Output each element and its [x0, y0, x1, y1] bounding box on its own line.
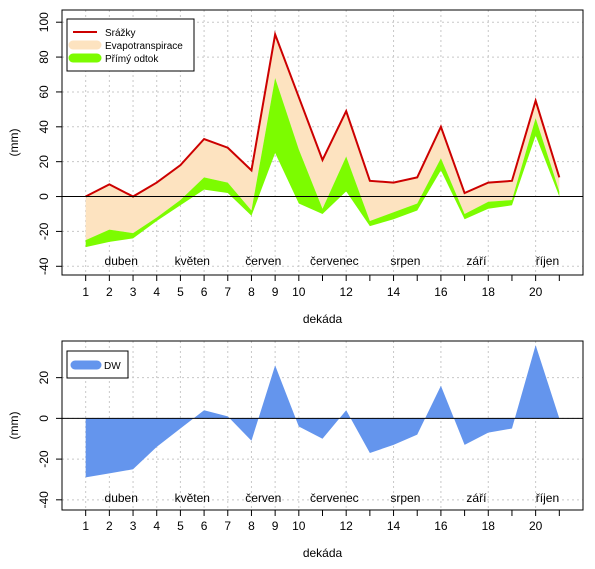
y-tick-label: 40: [37, 120, 51, 134]
legend-label: Přímý odtok: [105, 54, 159, 65]
x-tick-label: 9: [272, 285, 279, 299]
month-label: říjen: [536, 491, 559, 505]
month-label: červen: [245, 254, 281, 268]
x-tick-label: 10: [292, 285, 306, 299]
x-tick-label: 2: [106, 285, 113, 299]
month-label: červen: [245, 491, 281, 505]
x-tick-label: 20: [529, 519, 543, 533]
x-tick-label: 5: [177, 519, 184, 533]
month-label: srpen: [390, 254, 420, 268]
line-sr-ky: [85, 30, 561, 198]
y-tick-label: 0: [37, 193, 51, 200]
x-tick-label: 12: [340, 519, 354, 533]
x-tick-label: 14: [387, 519, 401, 533]
month-label: říjen: [536, 254, 559, 268]
x-tick-label: 7: [224, 519, 231, 533]
y-tick-label: 60: [37, 85, 51, 99]
y-axis-label: (mm): [7, 412, 21, 440]
legend: DW: [66, 350, 129, 379]
legend-label: Srážky: [105, 28, 136, 39]
y-tick-label: 20: [37, 155, 51, 169]
y-tick-label: 0: [37, 415, 51, 422]
x-tick-label: 3: [130, 285, 137, 299]
band-evapotranspirace: [85, 34, 560, 241]
month-label: duben: [105, 254, 138, 268]
x-tick-label: 18: [482, 285, 496, 299]
month-label: duben: [105, 491, 138, 505]
x-tick-label: 10: [292, 519, 306, 533]
x-tick-label: 14: [387, 285, 401, 299]
y-tick-label: -20: [37, 222, 51, 240]
x-tick-label: 7: [224, 285, 231, 299]
x-tick-label: 1: [82, 519, 89, 533]
legend-label: DW: [104, 361, 121, 372]
legend: Srážky Evapotranspirace Přímý odtok: [66, 18, 195, 72]
area-dw: [85, 345, 560, 478]
y-tick-label: 80: [37, 50, 51, 64]
month-label: květen: [175, 254, 210, 268]
x-tick-label: 8: [248, 285, 255, 299]
x-tick-label: 12: [340, 285, 354, 299]
month-label: srpen: [390, 491, 420, 505]
x-tick-label: 1: [82, 285, 89, 299]
month-label: květen: [175, 491, 210, 505]
y-tick-label: 20: [37, 371, 51, 385]
x-tick-label: 6: [201, 519, 208, 533]
legend-label: Evapotranspirace: [105, 41, 183, 52]
x-tick-label: 9: [272, 519, 279, 533]
month-label: červenec: [310, 491, 359, 505]
x-tick-label: 5: [177, 285, 184, 299]
x-tick-label: 3: [130, 519, 137, 533]
month-label: září: [466, 491, 487, 505]
x-tick-label: 16: [434, 519, 448, 533]
chart-panel-2: duben květen červen červenec srpen září říjen 1…: [7, 340, 584, 560]
x-tick-label: 8: [248, 519, 255, 533]
y-tick-label: -40: [37, 491, 51, 509]
band-p-m-odtok: [85, 77, 560, 248]
y-tick-label: -40: [37, 257, 51, 275]
x-tick-label: 6: [201, 285, 208, 299]
x-tick-label: 4: [153, 519, 160, 533]
x-axis-label: dekáda: [303, 546, 343, 560]
y-tick-label: -20: [37, 450, 51, 468]
month-label: červenec: [310, 254, 359, 268]
y-tick-label: 100: [37, 12, 51, 32]
chart-panel-1: duben květen červen červenec srpen září říjen 1…: [7, 9, 584, 326]
x-tick-label: 20: [529, 285, 543, 299]
x-tick-label: 4: [153, 285, 160, 299]
y-axis-label: (mm): [7, 129, 21, 157]
month-label: září: [466, 254, 487, 268]
x-tick-label: 2: [106, 519, 113, 533]
x-tick-label: 16: [434, 285, 448, 299]
x-tick-label: 18: [482, 519, 496, 533]
x-axis-label: dekáda: [303, 312, 343, 326]
